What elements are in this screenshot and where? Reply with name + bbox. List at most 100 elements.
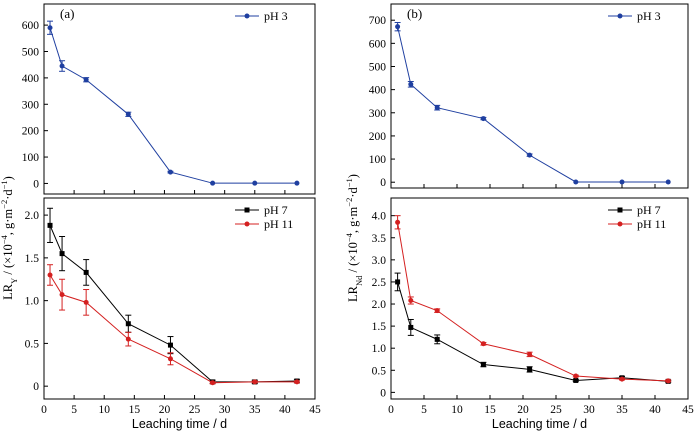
- data-point: [665, 179, 671, 185]
- data-point: [527, 152, 533, 158]
- y-tick-label: 2.5: [372, 277, 387, 289]
- y-tick-label: 300: [369, 108, 387, 120]
- data-point: [395, 24, 401, 30]
- plot-panel-1: 0 100 200 300 400 500 600 (a) pH 3: [22, 3, 316, 195]
- data-point: [294, 180, 300, 186]
- data-point: [573, 373, 579, 379]
- data-point: [210, 380, 216, 386]
- data-point: [294, 379, 300, 385]
- legend-label: pH 3: [264, 9, 288, 23]
- y-tick-label: 400: [22, 73, 40, 85]
- x-tick-label: 30: [219, 404, 231, 416]
- data-point: [527, 366, 533, 372]
- x-tick-label: 0: [388, 404, 394, 416]
- x-tick-label: 40: [649, 404, 661, 416]
- y-tick-label: 1.5: [25, 253, 40, 265]
- y-tick-label: 0: [380, 177, 386, 189]
- x-tick-label: 15: [129, 404, 141, 416]
- x-tick-label: 20: [159, 404, 171, 416]
- x-tick-label: 45: [682, 404, 694, 416]
- x-tick-label: 40: [279, 404, 291, 416]
- x-tick-label: 25: [550, 404, 562, 416]
- y-tick-label: 100: [22, 152, 40, 164]
- y-tick-label: 0: [33, 178, 39, 190]
- legend-label: pH 7: [264, 203, 288, 217]
- plot-frame: [43, 197, 316, 400]
- data-point: [83, 269, 89, 275]
- plot-panel-2: 0 0.5 1.0 1.5 2.0 0 5 10 15 20 25 30 35 40 45 Leaching …: [25, 197, 321, 431]
- x-tick-label: 10: [98, 404, 110, 416]
- data-point: [619, 376, 625, 382]
- right-y-axis-title: LRNd / (×10−4, g·m−2·d−1): [344, 174, 364, 302]
- y-tick-label: 1.0: [25, 296, 40, 308]
- x-tick-label: 10: [451, 404, 463, 416]
- data-point: [527, 351, 533, 357]
- y-tick-label: 1.0: [372, 343, 387, 355]
- plot-panel-3: 0 100 200 300 400 500 600 700 (b) pH 3: [369, 3, 689, 189]
- x-tick-label: 5: [71, 404, 77, 416]
- x-tick-label: 0: [41, 404, 47, 416]
- y-tick-label: 4.0: [372, 211, 387, 223]
- plot-frame: [43, 3, 316, 195]
- data-point: [573, 179, 579, 185]
- legend-marker: [244, 221, 250, 227]
- data-point: [167, 342, 173, 348]
- x-tick-label: 35: [616, 404, 628, 416]
- y-tick-label: 0: [33, 381, 39, 393]
- data-point: [167, 169, 173, 175]
- x-tick-label: 20: [517, 404, 529, 416]
- data-point: [395, 219, 401, 225]
- legend-label: pH 7: [637, 203, 661, 217]
- y-tick-label: 600: [369, 38, 387, 50]
- panel-label: (a): [60, 6, 74, 21]
- data-point: [167, 356, 173, 362]
- y-tick-label: 2.0: [25, 210, 40, 222]
- y-tick-label: 3.5: [372, 233, 387, 245]
- data-point: [59, 63, 65, 69]
- y-tick-label: 0: [380, 387, 386, 399]
- data-point: [434, 105, 440, 111]
- data-point: [408, 297, 414, 303]
- x-axis-title: Leaching time / d: [132, 417, 227, 431]
- y-tick-label: 2.0: [372, 299, 387, 311]
- panel-label: (b): [407, 6, 422, 21]
- series-line: [397, 222, 669, 382]
- plot-panel-4: 0 0.5 1.0 1.5 2.0 2.5 3.0 3.5 4.0 0 5 10 15 20 25 30 35 4…: [372, 197, 694, 431]
- data-point: [59, 292, 65, 298]
- y-tick-label: 200: [369, 131, 387, 143]
- y-tick-label: 0.5: [25, 338, 40, 350]
- data-point: [434, 336, 440, 342]
- legend-marker: [617, 207, 623, 213]
- y-tick-label: 100: [369, 154, 387, 166]
- data-point: [83, 299, 89, 305]
- data-point: [125, 321, 131, 327]
- series-line: [397, 281, 669, 382]
- data-point: [252, 180, 258, 186]
- y-tick-label: 400: [369, 85, 387, 97]
- y-tick-label: 200: [22, 126, 40, 138]
- data-point: [434, 308, 440, 314]
- data-point: [47, 222, 53, 228]
- x-axis-title: Leaching time / d: [492, 417, 587, 431]
- x-tick-label: 25: [189, 404, 201, 416]
- y-tick-label: 300: [22, 99, 40, 111]
- y-tick-label: 0.5: [372, 365, 387, 377]
- legend-marker: [244, 13, 250, 19]
- data-point: [619, 179, 625, 185]
- data-point: [47, 25, 53, 31]
- data-point: [83, 77, 89, 83]
- legend-marker: [617, 221, 623, 227]
- legend-marker: [244, 207, 250, 213]
- plot-frame: [390, 3, 689, 189]
- x-tick-label: 30: [583, 404, 595, 416]
- data-point: [480, 341, 486, 347]
- series-line: [397, 26, 669, 183]
- data-point: [480, 116, 486, 122]
- data-point: [59, 251, 65, 257]
- x-tick-label: 45: [309, 404, 321, 416]
- y-tick-label: 700: [369, 15, 387, 27]
- legend-label: pH 11: [637, 217, 666, 231]
